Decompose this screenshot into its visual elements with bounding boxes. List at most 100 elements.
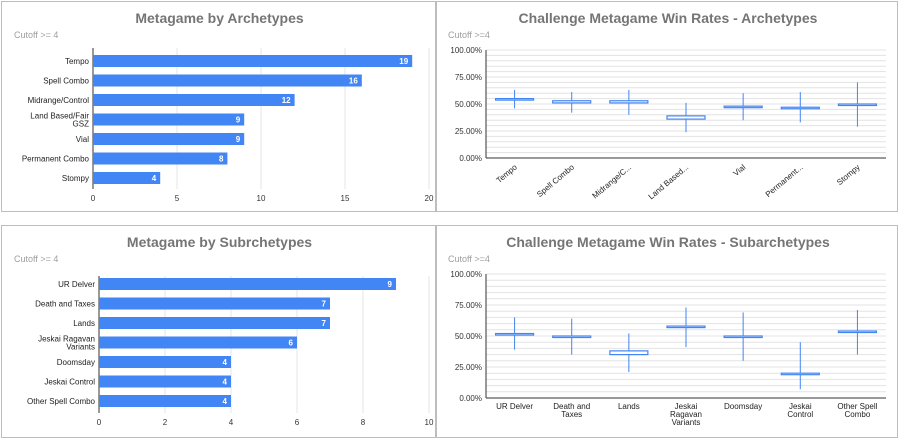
chart-title: Metagame by Archetypes bbox=[135, 10, 304, 26]
chart-subtitle: Cutoff >=4 bbox=[448, 254, 490, 264]
category-label: Midrange/Control bbox=[28, 96, 90, 105]
category-label: UR Delver bbox=[496, 402, 533, 411]
y-tick-label: 25.00% bbox=[455, 363, 482, 372]
archetypes-win-rate-chart-panel: Challenge Metagame Win Rates - Archetype… bbox=[436, 1, 898, 212]
x-tick-label: 10 bbox=[257, 194, 266, 203]
category-label: Land Based... bbox=[647, 163, 691, 202]
category-label: Jeskai Ragavan Variants bbox=[38, 335, 95, 352]
win-rate-box bbox=[837, 103, 878, 107]
bar-value-label: 19 bbox=[399, 57, 408, 66]
category-label: Jeskai Control bbox=[787, 402, 813, 419]
x-tick-label: 5 bbox=[175, 194, 180, 203]
chart-subtitle: Cutoff >=4 bbox=[448, 30, 490, 40]
x-tick-label: 20 bbox=[425, 194, 434, 203]
category-label: Lands bbox=[618, 402, 640, 411]
chart-title: Challenge Metagame Win Rates - Subarchet… bbox=[506, 234, 830, 250]
bar-chart-svg: Metagame by Archetypes Cutoff >= 4 0 5 10 15 2… bbox=[14, 10, 434, 203]
bar-value-label: 4 bbox=[152, 174, 157, 183]
y-tick-label: 100.00% bbox=[450, 270, 482, 279]
win-rate-box bbox=[723, 105, 763, 109]
category-label: Death and Taxes bbox=[553, 402, 590, 419]
subarchetypes-win-rate-chart-panel: Challenge Metagame Win Rates - Subarchet… bbox=[436, 225, 898, 438]
x-tick-label: 0 bbox=[91, 194, 96, 203]
bar bbox=[93, 152, 228, 165]
win-rate-box bbox=[609, 100, 649, 104]
bar bbox=[93, 133, 245, 145]
win-rate-box bbox=[609, 350, 649, 356]
bar bbox=[99, 278, 396, 290]
category-label: Doomsday bbox=[57, 358, 95, 367]
win-rate-box bbox=[780, 106, 820, 110]
subarchetypes-bar-chart-panel: Metagame by Subrchetypes Cutoff >= 4 0 2 4 6 8… bbox=[1, 225, 436, 438]
y-tick-label: 0.00% bbox=[459, 154, 482, 163]
bar bbox=[93, 94, 295, 106]
bar bbox=[99, 375, 231, 388]
bar-value-label: 7 bbox=[322, 319, 327, 328]
win-rate-box bbox=[723, 335, 763, 339]
win-rate-chart-svg: Challenge Metagame Win Rates - Subarchet… bbox=[448, 234, 886, 427]
bar-value-label: 4 bbox=[223, 358, 228, 367]
y-tick-label: 25.00% bbox=[455, 127, 482, 136]
bar-value-label: 16 bbox=[349, 77, 358, 86]
x-tick-label: 8 bbox=[361, 418, 366, 427]
category-label: Spell Combo bbox=[43, 77, 89, 86]
y-tick-label: 75.00% bbox=[455, 301, 482, 310]
archetypes-bar-chart-panel: Metagame by Archetypes Cutoff >= 4 0 5 10 15 2… bbox=[1, 1, 436, 212]
x-tick-label: 6 bbox=[295, 418, 300, 427]
category-label: Land Based/Fair GSZ bbox=[30, 112, 89, 129]
bar-value-label: 12 bbox=[282, 96, 291, 105]
category-label: Vial bbox=[732, 162, 748, 178]
bar bbox=[99, 317, 330, 329]
chart-title: Challenge Metagame Win Rates - Archetype… bbox=[519, 10, 818, 26]
category-label: UR Delver bbox=[58, 280, 95, 289]
category-label: Doomsday bbox=[724, 402, 762, 411]
category-label: Midrange/C... bbox=[591, 163, 634, 201]
win-rate-box bbox=[837, 330, 878, 334]
bar-value-label: 4 bbox=[223, 378, 228, 387]
win-rate-box bbox=[494, 332, 535, 336]
category-label: Tempo bbox=[495, 162, 520, 185]
bar bbox=[93, 74, 362, 87]
bar-value-label: 8 bbox=[219, 155, 224, 164]
bar bbox=[99, 336, 297, 349]
bar-value-label: 9 bbox=[236, 116, 241, 125]
y-tick-label: 75.00% bbox=[455, 73, 482, 82]
win-rate-box bbox=[552, 335, 592, 339]
category-label: Permanent Combo bbox=[22, 155, 90, 164]
chart-subtitle: Cutoff >= 4 bbox=[14, 30, 58, 40]
win-rate-box bbox=[494, 97, 535, 101]
win-rate-box bbox=[552, 100, 592, 104]
win-rate-chart-svg: Challenge Metagame Win Rates - Archetype… bbox=[448, 10, 886, 202]
bar-value-label: 9 bbox=[236, 135, 241, 144]
y-tick-label: 100.00% bbox=[450, 46, 482, 55]
category-label: Other Spell Combo bbox=[837, 402, 877, 419]
category-label: Spell Combo bbox=[535, 162, 576, 199]
x-tick-label: 4 bbox=[229, 418, 234, 427]
chart-title: Metagame by Subrchetypes bbox=[127, 234, 312, 250]
bar bbox=[99, 395, 231, 407]
x-tick-label: 15 bbox=[341, 194, 350, 203]
y-tick-label: 50.00% bbox=[455, 100, 482, 109]
bar-value-label: 7 bbox=[322, 300, 327, 309]
category-label: Jeskai Control bbox=[44, 378, 95, 387]
win-rate-box bbox=[666, 115, 706, 120]
bar bbox=[99, 356, 231, 368]
bar-chart-svg: Metagame by Subrchetypes Cutoff >= 4 0 2 4 6 8… bbox=[14, 234, 434, 427]
category-label: Vial bbox=[76, 135, 89, 144]
bar bbox=[93, 55, 413, 67]
win-rate-box bbox=[666, 325, 706, 329]
category-label: Other Spell Combo bbox=[27, 397, 96, 406]
chart-subtitle: Cutoff >= 4 bbox=[14, 254, 58, 264]
x-tick-label: 0 bbox=[97, 418, 102, 427]
category-label: Lands bbox=[73, 319, 95, 328]
category-label: Stompy bbox=[835, 163, 862, 187]
y-tick-label: 50.00% bbox=[455, 332, 482, 341]
category-label: Death and Taxes bbox=[35, 300, 95, 309]
bar bbox=[93, 172, 161, 184]
bar-value-label: 9 bbox=[388, 280, 393, 289]
category-label: Stompy bbox=[62, 174, 89, 183]
x-tick-label: 2 bbox=[163, 418, 168, 427]
y-tick-label: 0.00% bbox=[459, 394, 482, 403]
bar bbox=[93, 113, 245, 126]
